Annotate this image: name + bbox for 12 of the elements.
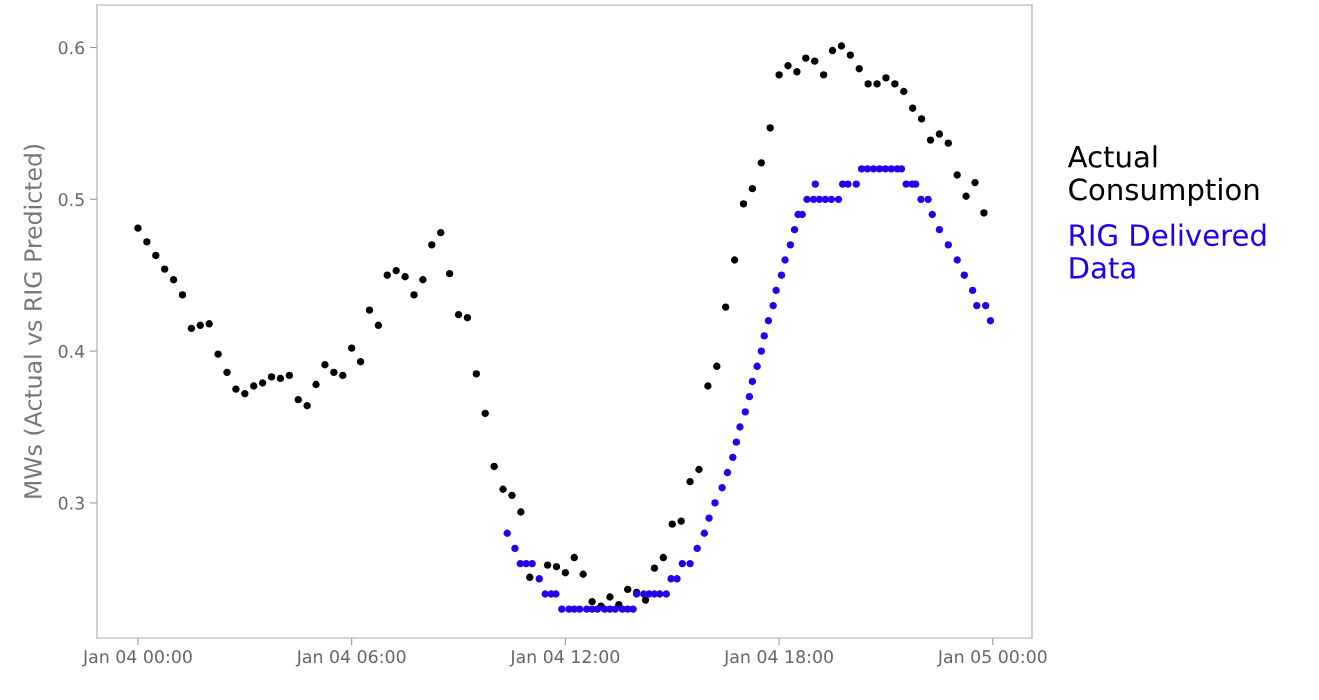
- y-axis-title: MWs (Actual vs RIG Predicted): [23, 144, 45, 498]
- x-tick-label: Jan 04 18:00: [723, 650, 833, 667]
- x-tick-label: Jan 04 12:00: [509, 650, 620, 667]
- y-tick-label: 0.5: [58, 193, 84, 207]
- x-tick-label: Jan 04 06:00: [295, 650, 406, 667]
- x-tick-label: Jan 05 00:00: [936, 650, 1047, 667]
- text: Actual Consumption: [1067, 145, 1259, 207]
- y-tick-label: 0.3: [58, 496, 84, 510]
- y-tick-label: 0.4: [58, 344, 85, 358]
- y-tick-label: 0.6: [58, 41, 85, 55]
- x-tick-label: Jan 04 00:00: [82, 650, 192, 667]
- text: RIG Delivered Data: [1070, 223, 1266, 279]
